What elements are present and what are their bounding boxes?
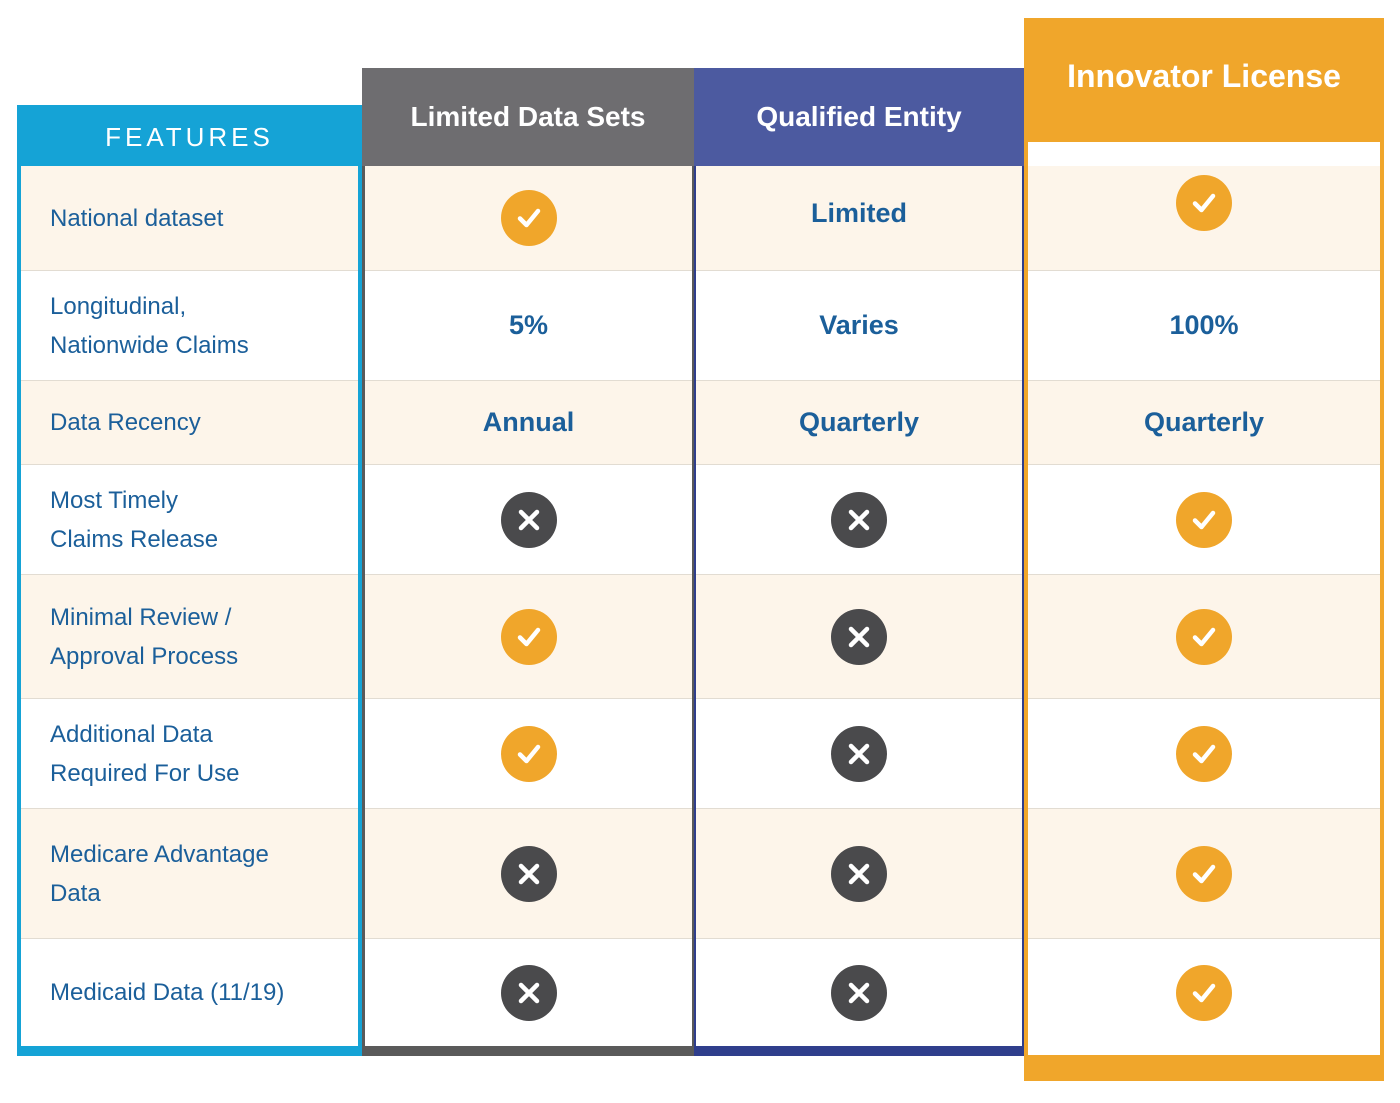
cell-value: Quarterly xyxy=(1143,407,1265,437)
qualified-entity-header: Qualified Entity xyxy=(694,68,1024,166)
feature-label: Medicaid Data (11/19) xyxy=(50,979,285,1006)
table-cell xyxy=(1028,166,1380,270)
feature-row: Data Recency xyxy=(21,380,358,464)
qualified-entity-footer-bar xyxy=(694,1046,1024,1056)
table-cell xyxy=(365,464,692,574)
table-cell: Quarterly xyxy=(1028,380,1380,464)
features-footer-bar xyxy=(17,1046,362,1056)
cell-value: 100% xyxy=(1169,310,1239,340)
cross-icon xyxy=(500,491,557,548)
table-cell xyxy=(696,464,1022,574)
limited-data-sets-column: Limited Data Sets 5% Annual xyxy=(362,68,694,1056)
table-cell xyxy=(696,698,1022,808)
features-column: FEATURES National dataset Longitudinal, N… xyxy=(17,105,362,1056)
table-cell xyxy=(1028,698,1380,808)
qualified-entity-column: Qualified Entity Limited Varies Quarterly xyxy=(694,68,1024,1056)
cell-value: 5% xyxy=(508,310,549,340)
cross-icon xyxy=(500,845,557,902)
table-cell xyxy=(365,698,692,808)
feature-label: Additional Data Required For Use xyxy=(50,720,240,787)
table-cell xyxy=(1028,574,1380,698)
feature-row: Most Timely Claims Release xyxy=(21,464,358,574)
check-icon xyxy=(1176,608,1232,665)
innovator-license-column: Innovator License 100% Quarterly xyxy=(1024,18,1384,1081)
features-header: FEATURES xyxy=(17,105,362,166)
table-cell xyxy=(365,574,692,698)
table-cell xyxy=(365,166,692,270)
feature-row: Minimal Review / Approval Process xyxy=(21,574,358,698)
cross-icon xyxy=(831,491,887,548)
feature-row: Longitudinal, Nationwide Claims xyxy=(21,270,358,380)
table-cell xyxy=(696,938,1022,1046)
feature-label: Longitudinal, Nationwide Claims xyxy=(50,292,249,359)
cross-icon xyxy=(831,725,887,782)
limited-data-sets-footer-bar xyxy=(362,1046,694,1056)
feature-row: Medicare Advantage Data xyxy=(21,808,358,938)
table-cell xyxy=(696,574,1022,698)
table-cell: 5% xyxy=(365,270,692,380)
feature-label: Medicare Advantage Data xyxy=(50,840,269,907)
feature-row: Medicaid Data (11/19) xyxy=(21,938,358,1046)
cell-value: Limited xyxy=(810,197,907,228)
table-cell: Varies xyxy=(696,270,1022,380)
cross-icon xyxy=(500,964,557,1021)
table-cell: Limited xyxy=(696,166,1022,270)
cell-value: Varies xyxy=(819,310,899,340)
check-icon xyxy=(1176,725,1232,782)
table-cell xyxy=(1028,464,1380,574)
feature-label: Minimal Review / Approval Process xyxy=(50,603,239,670)
table-cell xyxy=(365,808,692,938)
feature-label: Most Timely Claims Release xyxy=(50,486,219,553)
check-icon xyxy=(500,725,557,782)
limited-data-sets-header: Limited Data Sets xyxy=(362,68,694,166)
check-icon xyxy=(1176,964,1232,1021)
feature-row: Additional Data Required For Use xyxy=(21,698,358,808)
table-cell xyxy=(696,808,1022,938)
table-cell xyxy=(1028,938,1380,1046)
cell-value: Quarterly xyxy=(798,407,920,437)
cross-icon xyxy=(831,964,887,1021)
feature-label: National dataset xyxy=(50,204,224,232)
check-icon xyxy=(500,608,557,665)
table-cell: Annual xyxy=(365,380,692,464)
table-cell: Quarterly xyxy=(696,380,1022,464)
table-cell xyxy=(1028,808,1380,938)
feature-label: Data Recency xyxy=(50,409,201,436)
check-icon xyxy=(1176,175,1232,231)
check-icon xyxy=(1176,845,1232,902)
check-icon xyxy=(1176,491,1232,548)
feature-row: National dataset xyxy=(21,166,358,270)
innovator-license-header: Innovator License xyxy=(1024,18,1384,142)
table-cell: 100% xyxy=(1028,270,1380,380)
table-cell xyxy=(365,938,692,1046)
innovator-license-footer-bar xyxy=(1024,1055,1384,1081)
cross-icon xyxy=(831,845,887,902)
cell-value: Annual xyxy=(482,407,575,437)
cross-icon xyxy=(831,608,887,665)
check-icon xyxy=(500,190,557,246)
